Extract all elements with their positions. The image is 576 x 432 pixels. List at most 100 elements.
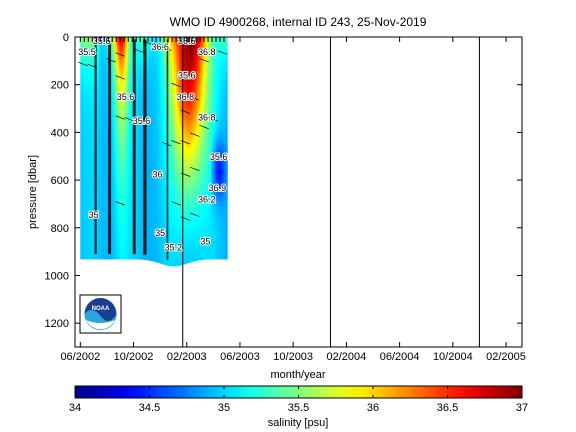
salinity-cell <box>126 94 129 98</box>
salinity-cell <box>148 51 152 55</box>
salinity-cell <box>129 39 132 43</box>
salinity-cell <box>101 215 104 219</box>
salinity-cell <box>120 48 123 52</box>
salinity-cell <box>148 146 152 150</box>
salinity-cell <box>121 165 124 169</box>
salinity-cell <box>128 165 131 169</box>
salinity-cell <box>153 246 156 250</box>
salinity-cell <box>101 168 104 172</box>
salinity-cell <box>123 175 126 179</box>
salinity-cell <box>81 103 85 107</box>
salinity-cell <box>81 139 85 143</box>
salinity-cell <box>145 115 148 119</box>
salinity-cell <box>110 230 113 234</box>
salinity-cell <box>145 234 148 238</box>
salinity-cell <box>125 201 128 205</box>
salinity-cell <box>125 72 128 76</box>
salinity-cell <box>112 84 115 88</box>
salinity-cell <box>163 134 166 138</box>
salinity-cell <box>105 103 108 107</box>
salinity-cell <box>118 87 121 90</box>
salinity-cell <box>147 239 150 243</box>
salinity-cell <box>89 237 92 241</box>
salinity-cell <box>152 141 155 145</box>
salinity-cell <box>148 187 152 191</box>
salinity-cell <box>96 153 99 157</box>
salinity-cell <box>80 63 83 67</box>
salinity-cell <box>86 201 89 205</box>
salinity-cell <box>160 230 163 234</box>
salinity-cell <box>136 213 139 217</box>
salinity-cell <box>93 48 96 52</box>
salinity-cell <box>161 208 164 212</box>
salinity-cell <box>91 227 94 231</box>
salinity-cell <box>155 165 158 169</box>
salinity-cell <box>104 146 107 150</box>
salinity-cell <box>136 65 139 69</box>
salinity-cell <box>121 208 124 212</box>
salinity-cell <box>120 203 123 207</box>
salinity-cell <box>128 139 131 143</box>
salinity-cell <box>152 122 155 126</box>
salinity-cell <box>129 187 132 191</box>
salinity-cell <box>81 127 85 131</box>
salinity-cell <box>137 201 140 205</box>
salinity-cell <box>91 132 94 136</box>
salinity-cell <box>153 151 156 155</box>
salinity-cell <box>117 89 120 93</box>
salinity-cell <box>102 91 105 95</box>
salinity-cell <box>160 208 163 212</box>
salinity-cell <box>131 239 134 243</box>
salinity-cell <box>156 51 160 55</box>
salinity-cell <box>89 168 92 172</box>
salinity-cell <box>163 99 166 102</box>
salinity-cell <box>115 239 118 243</box>
salinity-cell <box>129 242 132 245</box>
salinity-cell <box>128 237 131 241</box>
salinity-cell <box>96 118 99 121</box>
salinity-cell <box>110 141 113 145</box>
salinity-cell <box>97 84 100 88</box>
salinity-cell <box>93 91 96 95</box>
salinity-cell <box>128 75 131 79</box>
salinity-cell <box>155 172 158 176</box>
salinity-cell <box>156 60 160 64</box>
salinity-cell <box>128 184 131 188</box>
salinity-cell <box>99 192 102 195</box>
salinity-cell <box>152 165 155 169</box>
salinity-cell <box>121 110 124 114</box>
salinity-cell <box>137 82 140 86</box>
salinity-cell <box>115 246 118 250</box>
salinity-cell <box>152 196 155 200</box>
salinity-cell <box>152 118 155 121</box>
salinity-cell <box>150 244 153 248</box>
salinity-cell <box>102 48 105 52</box>
salinity-cell <box>145 106 148 110</box>
salinity-cell <box>145 189 148 193</box>
salinity-cell <box>99 237 102 241</box>
salinity-cell <box>163 146 166 150</box>
salinity-cell <box>163 72 166 76</box>
salinity-cell <box>129 89 132 93</box>
salinity-cell <box>150 118 153 121</box>
salinity-cell <box>139 96 142 100</box>
salinity-cell <box>131 177 134 181</box>
salinity-cell <box>118 106 121 110</box>
salinity-cell <box>80 108 83 112</box>
salinity-cell <box>147 60 150 64</box>
salinity-cell <box>101 134 104 138</box>
salinity-cell <box>81 122 85 126</box>
salinity-cell <box>152 70 155 74</box>
salinity-cell <box>155 72 158 76</box>
salinity-cell <box>97 141 100 145</box>
salinity-cell <box>161 242 164 245</box>
salinity-cell <box>102 170 105 174</box>
salinity-cell <box>129 58 132 62</box>
salinity-cell <box>83 84 86 88</box>
salinity-cell <box>88 239 91 243</box>
salinity-cell <box>131 72 134 76</box>
salinity-cell <box>102 254 105 257</box>
salinity-cell <box>99 251 102 255</box>
salinity-cell <box>102 237 105 241</box>
salinity-cell <box>140 37 144 40</box>
